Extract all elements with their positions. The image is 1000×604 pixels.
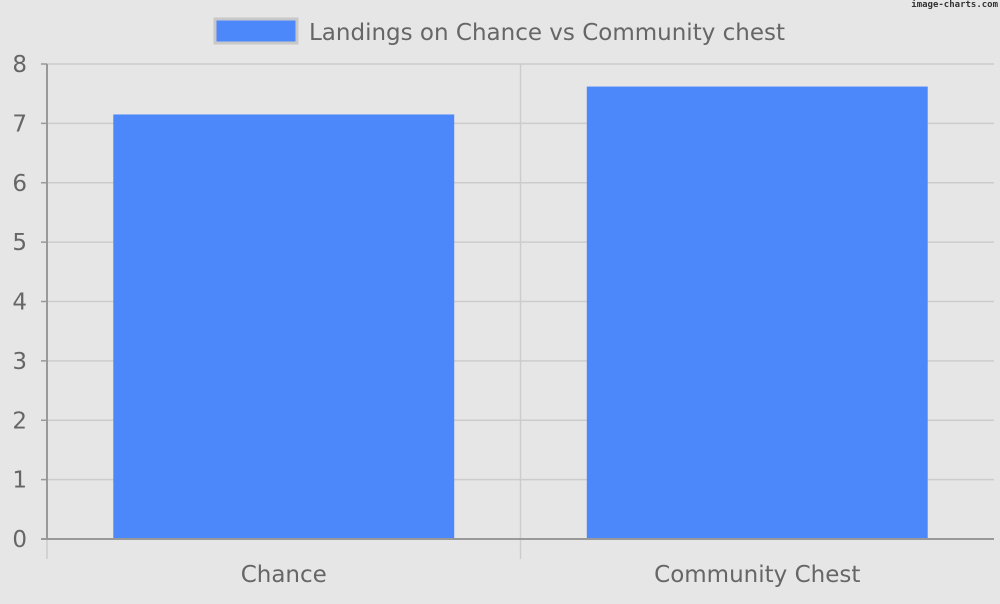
- y-tick-label: 6: [12, 171, 27, 197]
- x-tick-label: Community Chest: [654, 562, 860, 588]
- watermark: image-charts.com: [911, 0, 998, 10]
- y-tick-label: 8: [12, 52, 27, 78]
- y-tick-label: 7: [12, 111, 27, 137]
- bar-community-chest: [586, 86, 928, 539]
- y-tick-label: 5: [12, 230, 27, 256]
- legend-swatch: [213, 17, 299, 45]
- x-tick-label: Chance: [241, 562, 327, 588]
- y-tick-label: 0: [12, 527, 27, 553]
- y-tick-label: 3: [12, 349, 27, 375]
- legend-label: Landings on Chance vs Community chest: [309, 20, 785, 46]
- bar-chance: [113, 114, 455, 539]
- y-tick-label: 1: [12, 468, 27, 494]
- y-tick-label: 4: [12, 290, 27, 316]
- y-tick-label: 2: [12, 408, 27, 434]
